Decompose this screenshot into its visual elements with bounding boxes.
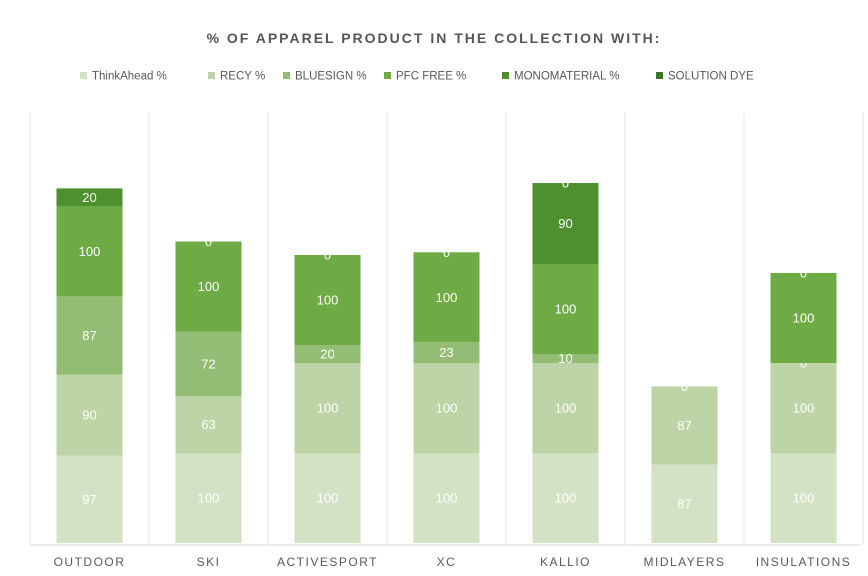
- data-label: 0: [562, 176, 569, 191]
- data-label: 100: [198, 279, 220, 294]
- data-label: 100: [436, 290, 458, 305]
- legend-label: MONOMATERIAL %: [514, 71, 619, 83]
- data-label: 20: [320, 347, 334, 362]
- category-label-activesport: ACTIVESPORT: [277, 555, 378, 569]
- data-label: 100: [436, 401, 458, 416]
- bar-segment-thinkahead: [770, 453, 837, 543]
- legend-item-recy: RECY %: [208, 71, 265, 83]
- category-label-xc: XC: [437, 555, 457, 569]
- bar-segment-recy: [532, 363, 599, 453]
- bar-stack-activesport: 100 100 20 100 0: [294, 248, 361, 543]
- data-label: 10: [558, 351, 572, 366]
- data-label: 100: [793, 311, 815, 326]
- data-label: 90: [82, 408, 96, 423]
- legend: ThinkAhead % RECY % BLUESIGN % PFC FREE % MO…: [80, 71, 754, 83]
- category-label-outdoor: OUTDOOR: [54, 555, 126, 569]
- bar-segment-pfc-free: [770, 273, 837, 363]
- data-label: 90: [558, 216, 572, 231]
- data-label: 100: [79, 244, 101, 259]
- data-label: 0: [681, 379, 688, 394]
- data-label: 97: [82, 492, 96, 507]
- bar-segment-recy: [770, 363, 837, 453]
- bar-segment-thinkahead: [413, 453, 480, 543]
- legend-item-bluesign: BLUESIGN %: [283, 71, 367, 83]
- category-labels: OUTDOOR SKI ACTIVESPORT XC KALLIO MIDLAYERS IN…: [54, 555, 852, 569]
- legend-swatch: [384, 72, 391, 79]
- legend-label: RECY %: [220, 71, 265, 83]
- category-label-midlayers: MIDLAYERS: [644, 555, 726, 569]
- bar-segment-pfc-free: [413, 252, 480, 343]
- bar-segment-thinkahead: [175, 453, 242, 543]
- bar-segment-pfc-free: [532, 264, 599, 354]
- data-label: 100: [555, 401, 577, 416]
- legend-label: ThinkAhead %: [92, 71, 167, 83]
- data-label: 0: [800, 266, 807, 281]
- bar-stack-kallio: 100 100 10 100 90 0: [532, 176, 599, 543]
- legend-label: SOLUTION DYE: [668, 71, 754, 83]
- data-label: 20: [82, 190, 96, 205]
- legend-item-thinkahead: ThinkAhead %: [80, 71, 167, 83]
- bar-segment-bluesign: [56, 296, 123, 375]
- data-label: 0: [443, 245, 450, 260]
- category-label-kallio: KALLIO: [540, 555, 591, 569]
- legend-swatch: [283, 72, 290, 79]
- bar-segment-recy: [56, 374, 123, 456]
- legend-swatch: [208, 72, 215, 79]
- bar-segment-thinkahead: [532, 453, 599, 543]
- bar-segment-thinkahead: [651, 464, 718, 543]
- legend-item-monomaterial: MONOMATERIAL %: [502, 71, 619, 83]
- data-label: 23: [439, 345, 453, 360]
- data-label: 100: [793, 491, 815, 506]
- data-label: 0: [324, 248, 331, 263]
- data-label: 100: [198, 491, 220, 506]
- bar-segment-monomaterial: [532, 183, 599, 264]
- bar-segment-recy: [175, 396, 242, 453]
- bar-segment-bluesign: [413, 342, 480, 363]
- data-label: 87: [677, 496, 691, 511]
- data-label: 0: [205, 234, 212, 249]
- legend-item-pfc-free: PFC FREE %: [384, 71, 466, 83]
- bar-segment-pfc-free: [294, 255, 361, 345]
- legend-item-solution-dye: SOLUTION DYE: [656, 71, 754, 83]
- column-dividers: [29, 113, 864, 545]
- chart-title: % OF APPAREL PRODUCT IN THE COLLECTION W…: [207, 30, 662, 46]
- bar-segment-recy: [651, 386, 718, 465]
- bar-segment-thinkahead: [56, 455, 123, 543]
- category-label-ski: SKI: [197, 555, 221, 569]
- bar-segment-bluesign: [532, 354, 599, 363]
- legend-swatch: [656, 72, 663, 79]
- bar-stack-midlayers: 87 87 0: [651, 379, 718, 543]
- data-label: 87: [82, 328, 96, 343]
- bar-segment-thinkahead: [294, 453, 361, 543]
- bar-segment-bluesign: [294, 345, 361, 363]
- data-label: 100: [317, 401, 339, 416]
- bar-stack-outdoor: 97 90 87 100 20: [56, 188, 123, 543]
- data-label: 100: [793, 401, 815, 416]
- bar-segment-monomaterial: [56, 188, 123, 207]
- bar-stack-insulations: 10010001000: [770, 266, 837, 543]
- legend-label: BLUESIGN %: [295, 71, 367, 83]
- data-label: 100: [317, 491, 339, 506]
- data-label: 100: [317, 293, 339, 308]
- data-label: 87: [677, 418, 691, 433]
- category-label-insulations: INSULATIONS: [756, 555, 852, 569]
- bar-segment-pfc-free: [175, 241, 242, 332]
- legend-label: PFC FREE %: [396, 71, 466, 83]
- data-label: 72: [201, 356, 215, 371]
- bar-segment-bluesign: [175, 331, 242, 397]
- bar-stack-xc: 100 100 23 100 0: [413, 245, 480, 543]
- legend-swatch: [502, 72, 509, 79]
- data-label: 63: [201, 417, 215, 432]
- bar-segment-recy: [294, 363, 361, 453]
- data-label: 100: [436, 491, 458, 506]
- bar-segment-recy: [413, 363, 480, 453]
- bar-stack-ski: 100 63 72 100 0: [175, 234, 242, 543]
- legend-swatch: [80, 72, 87, 79]
- data-label: 100: [555, 491, 577, 506]
- bar-segment-pfc-free: [56, 206, 123, 297]
- data-label: 100: [555, 302, 577, 317]
- bars: 9790871002010063721000100100201000100100…: [56, 176, 837, 543]
